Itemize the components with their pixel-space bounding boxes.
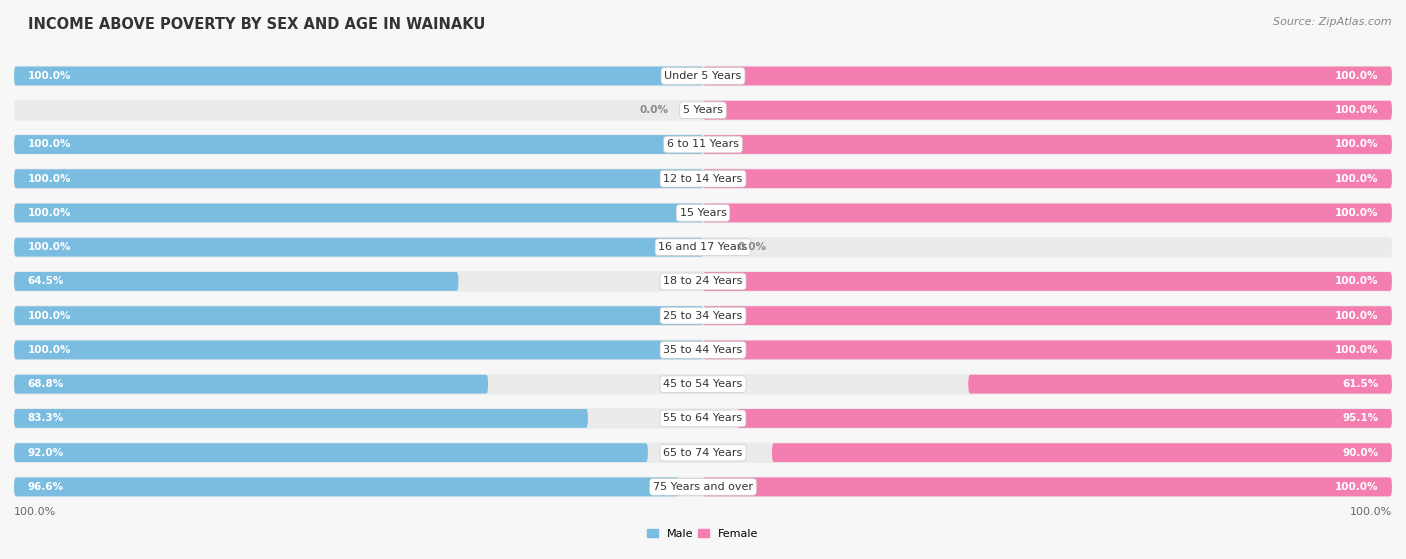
FancyBboxPatch shape bbox=[14, 409, 588, 428]
Text: 65 to 74 Years: 65 to 74 Years bbox=[664, 448, 742, 458]
Text: 100.0%: 100.0% bbox=[28, 345, 72, 355]
Text: 100.0%: 100.0% bbox=[28, 311, 72, 321]
Text: 100.0%: 100.0% bbox=[28, 140, 72, 149]
Text: 16 and 17 Years: 16 and 17 Years bbox=[658, 242, 748, 252]
Text: 92.0%: 92.0% bbox=[28, 448, 63, 458]
FancyBboxPatch shape bbox=[14, 135, 703, 154]
FancyBboxPatch shape bbox=[14, 306, 703, 325]
FancyBboxPatch shape bbox=[14, 66, 1392, 86]
Text: 100.0%: 100.0% bbox=[1334, 311, 1378, 321]
Text: 100.0%: 100.0% bbox=[1334, 140, 1378, 149]
Text: 83.3%: 83.3% bbox=[28, 414, 65, 423]
Text: 18 to 24 Years: 18 to 24 Years bbox=[664, 277, 742, 286]
Text: 100.0%: 100.0% bbox=[1334, 277, 1378, 286]
FancyBboxPatch shape bbox=[969, 375, 1392, 394]
FancyBboxPatch shape bbox=[703, 67, 1392, 86]
Text: 35 to 44 Years: 35 to 44 Years bbox=[664, 345, 742, 355]
Text: 100.0%: 100.0% bbox=[1334, 174, 1378, 184]
Text: 100.0%: 100.0% bbox=[1334, 345, 1378, 355]
Text: 5 Years: 5 Years bbox=[683, 105, 723, 115]
Text: 15 Years: 15 Years bbox=[679, 208, 727, 218]
Text: 100.0%: 100.0% bbox=[1350, 506, 1392, 517]
FancyBboxPatch shape bbox=[14, 340, 1392, 360]
Text: 100.0%: 100.0% bbox=[1334, 482, 1378, 492]
FancyBboxPatch shape bbox=[14, 203, 1392, 223]
Text: 12 to 14 Years: 12 to 14 Years bbox=[664, 174, 742, 184]
Text: 100.0%: 100.0% bbox=[1334, 208, 1378, 218]
FancyBboxPatch shape bbox=[14, 340, 703, 359]
Text: INCOME ABOVE POVERTY BY SEX AND AGE IN WAINAKU: INCOME ABOVE POVERTY BY SEX AND AGE IN W… bbox=[28, 17, 485, 32]
FancyBboxPatch shape bbox=[14, 408, 1392, 429]
FancyBboxPatch shape bbox=[14, 168, 1392, 189]
FancyBboxPatch shape bbox=[14, 238, 703, 257]
FancyBboxPatch shape bbox=[737, 409, 1392, 428]
FancyBboxPatch shape bbox=[14, 203, 703, 222]
FancyBboxPatch shape bbox=[14, 237, 1392, 258]
FancyBboxPatch shape bbox=[14, 169, 703, 188]
Text: 0.0%: 0.0% bbox=[640, 105, 669, 115]
Text: 75 Years and over: 75 Years and over bbox=[652, 482, 754, 492]
Text: 68.8%: 68.8% bbox=[28, 379, 65, 389]
FancyBboxPatch shape bbox=[14, 442, 1392, 463]
FancyBboxPatch shape bbox=[14, 100, 1392, 121]
FancyBboxPatch shape bbox=[703, 135, 1392, 154]
FancyBboxPatch shape bbox=[703, 340, 1392, 359]
FancyBboxPatch shape bbox=[14, 272, 458, 291]
FancyBboxPatch shape bbox=[703, 169, 1392, 188]
FancyBboxPatch shape bbox=[14, 271, 1392, 292]
Text: 100.0%: 100.0% bbox=[28, 71, 72, 81]
Text: 55 to 64 Years: 55 to 64 Years bbox=[664, 414, 742, 423]
Text: 100.0%: 100.0% bbox=[28, 174, 72, 184]
Text: 100.0%: 100.0% bbox=[28, 242, 72, 252]
FancyBboxPatch shape bbox=[703, 101, 1392, 120]
Text: 95.1%: 95.1% bbox=[1343, 414, 1378, 423]
FancyBboxPatch shape bbox=[772, 443, 1392, 462]
FancyBboxPatch shape bbox=[703, 203, 1392, 222]
FancyBboxPatch shape bbox=[14, 443, 648, 462]
Text: 100.0%: 100.0% bbox=[28, 208, 72, 218]
Text: 64.5%: 64.5% bbox=[28, 277, 65, 286]
Text: 90.0%: 90.0% bbox=[1343, 448, 1378, 458]
FancyBboxPatch shape bbox=[14, 477, 1392, 497]
Text: Source: ZipAtlas.com: Source: ZipAtlas.com bbox=[1274, 17, 1392, 27]
Text: 0.0%: 0.0% bbox=[738, 242, 766, 252]
Text: 45 to 54 Years: 45 to 54 Years bbox=[664, 379, 742, 389]
FancyBboxPatch shape bbox=[703, 477, 1392, 496]
FancyBboxPatch shape bbox=[14, 67, 703, 86]
FancyBboxPatch shape bbox=[14, 305, 1392, 326]
Text: 96.6%: 96.6% bbox=[28, 482, 63, 492]
Text: 25 to 34 Years: 25 to 34 Years bbox=[664, 311, 742, 321]
Text: 61.5%: 61.5% bbox=[1341, 379, 1378, 389]
Legend: Male, Female: Male, Female bbox=[643, 524, 763, 543]
Text: Under 5 Years: Under 5 Years bbox=[665, 71, 741, 81]
FancyBboxPatch shape bbox=[14, 134, 1392, 155]
FancyBboxPatch shape bbox=[703, 272, 1392, 291]
FancyBboxPatch shape bbox=[14, 477, 679, 496]
FancyBboxPatch shape bbox=[703, 306, 1392, 325]
FancyBboxPatch shape bbox=[14, 375, 488, 394]
Text: 6 to 11 Years: 6 to 11 Years bbox=[666, 140, 740, 149]
FancyBboxPatch shape bbox=[14, 374, 1392, 395]
Text: 100.0%: 100.0% bbox=[1334, 105, 1378, 115]
Text: 100.0%: 100.0% bbox=[1334, 71, 1378, 81]
Text: 100.0%: 100.0% bbox=[14, 506, 56, 517]
